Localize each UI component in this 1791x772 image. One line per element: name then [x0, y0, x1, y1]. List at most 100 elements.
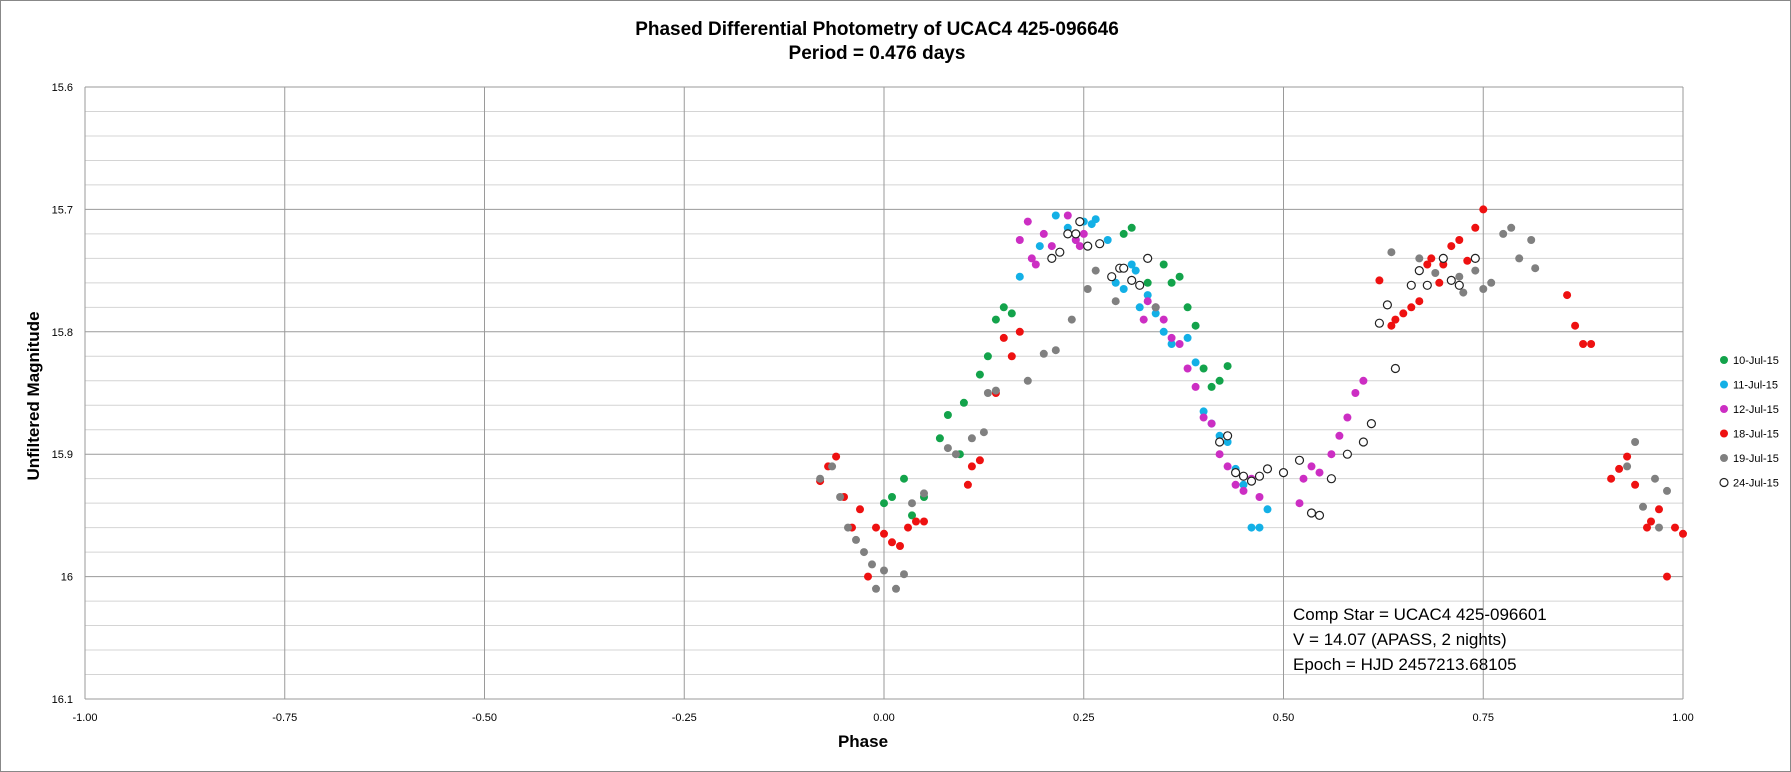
data-point — [967, 434, 976, 443]
y-tick-label: 16.1 — [52, 694, 73, 706]
data-point — [1454, 280, 1464, 290]
data-point — [1095, 239, 1105, 249]
data-point — [1391, 315, 1400, 324]
data-point — [1246, 476, 1257, 486]
data-point — [1127, 275, 1137, 285]
data-point — [1223, 362, 1232, 371]
data-point — [1199, 407, 1208, 416]
data-point — [1455, 272, 1464, 281]
legend-marker — [1720, 356, 1728, 364]
data-point — [908, 511, 916, 520]
data-point — [1643, 523, 1651, 532]
data-point — [1079, 229, 1088, 238]
data-point — [816, 474, 825, 483]
data-point — [1231, 480, 1240, 489]
data-point — [1107, 272, 1117, 282]
data-point — [1039, 349, 1048, 358]
data-point — [1223, 438, 1232, 446]
legend-label: 18-Jul-15 — [1733, 429, 1779, 441]
data-point — [1351, 389, 1360, 397]
data-point — [900, 474, 908, 483]
data-point — [1215, 376, 1224, 385]
data-point — [1239, 480, 1248, 489]
data-point — [1031, 260, 1040, 269]
data-point — [999, 333, 1008, 342]
x-axis-label: Phase — [838, 732, 888, 751]
data-point — [1167, 278, 1176, 287]
data-point — [1015, 236, 1024, 244]
legend-marker — [1720, 405, 1728, 413]
data-point — [1306, 508, 1317, 518]
data-point — [1023, 376, 1032, 385]
data-point — [880, 529, 888, 538]
data-point — [1607, 474, 1616, 483]
data-point — [1175, 272, 1184, 281]
data-point — [1631, 438, 1640, 446]
data-point — [935, 434, 944, 443]
data-point — [1222, 431, 1233, 441]
data-point — [999, 303, 1008, 312]
x-tick-label: -0.50 — [472, 712, 497, 724]
data-point — [1479, 285, 1488, 293]
data-point — [904, 523, 912, 532]
annotation-line: Comp Star = UCAC4 425-096601 — [1293, 605, 1547, 624]
data-point — [1207, 382, 1216, 391]
data-point — [1471, 266, 1480, 275]
data-point — [1035, 242, 1044, 251]
data-point — [1015, 327, 1024, 336]
data-point — [1139, 315, 1148, 324]
data-point — [959, 398, 968, 407]
legend-label: 10-Jul-15 — [1733, 355, 1779, 367]
data-point — [1414, 266, 1424, 276]
x-tick-label: 0.50 — [1273, 712, 1294, 724]
data-point — [1091, 215, 1100, 224]
x-tick-label: 0.25 — [1073, 712, 1094, 724]
data-point — [1663, 572, 1671, 581]
data-point — [1167, 340, 1176, 348]
data-point — [983, 389, 992, 397]
data-point — [1262, 464, 1273, 474]
legend: 10-Jul-15 11-Jul-15 12-Jul-15 18-Jul-15 19-J… — [1719, 355, 1779, 490]
data-point — [912, 517, 920, 526]
data-point — [1191, 321, 1200, 330]
data-point — [1399, 309, 1408, 318]
data-point — [1358, 437, 1369, 447]
data-point — [1359, 376, 1368, 385]
data-point — [1679, 529, 1687, 538]
data-point — [1215, 450, 1224, 459]
data-points — [816, 205, 1687, 593]
data-point — [852, 535, 860, 544]
data-point — [1051, 211, 1060, 220]
data-point — [1579, 340, 1588, 348]
data-point — [991, 386, 1000, 395]
x-tick-label: 1.00 — [1672, 712, 1693, 724]
data-point — [1623, 462, 1632, 471]
data-point — [1159, 327, 1168, 336]
data-point — [1479, 205, 1488, 214]
data-point — [1647, 517, 1655, 526]
data-point — [1214, 437, 1225, 447]
data-point — [1119, 285, 1128, 293]
x-tick-label: -1.00 — [72, 712, 97, 724]
data-point — [1663, 486, 1671, 495]
data-point — [1470, 253, 1480, 263]
data-point — [1531, 264, 1540, 273]
data-point — [908, 499, 916, 508]
x-tick-label: 0.00 — [873, 712, 894, 724]
data-point — [1199, 413, 1208, 422]
data-point — [1515, 254, 1524, 263]
data-point — [1463, 256, 1472, 265]
data-point — [1047, 253, 1057, 263]
data-point — [943, 444, 952, 453]
data-point — [920, 517, 928, 526]
data-point — [1055, 247, 1065, 257]
data-point — [1159, 260, 1168, 269]
data-point — [1175, 340, 1184, 348]
data-point — [1422, 280, 1432, 290]
data-point — [1431, 269, 1440, 277]
data-point — [975, 370, 984, 379]
data-point — [1143, 253, 1153, 263]
data-point — [1007, 309, 1016, 318]
data-point — [975, 456, 984, 465]
data-point — [1023, 217, 1032, 226]
